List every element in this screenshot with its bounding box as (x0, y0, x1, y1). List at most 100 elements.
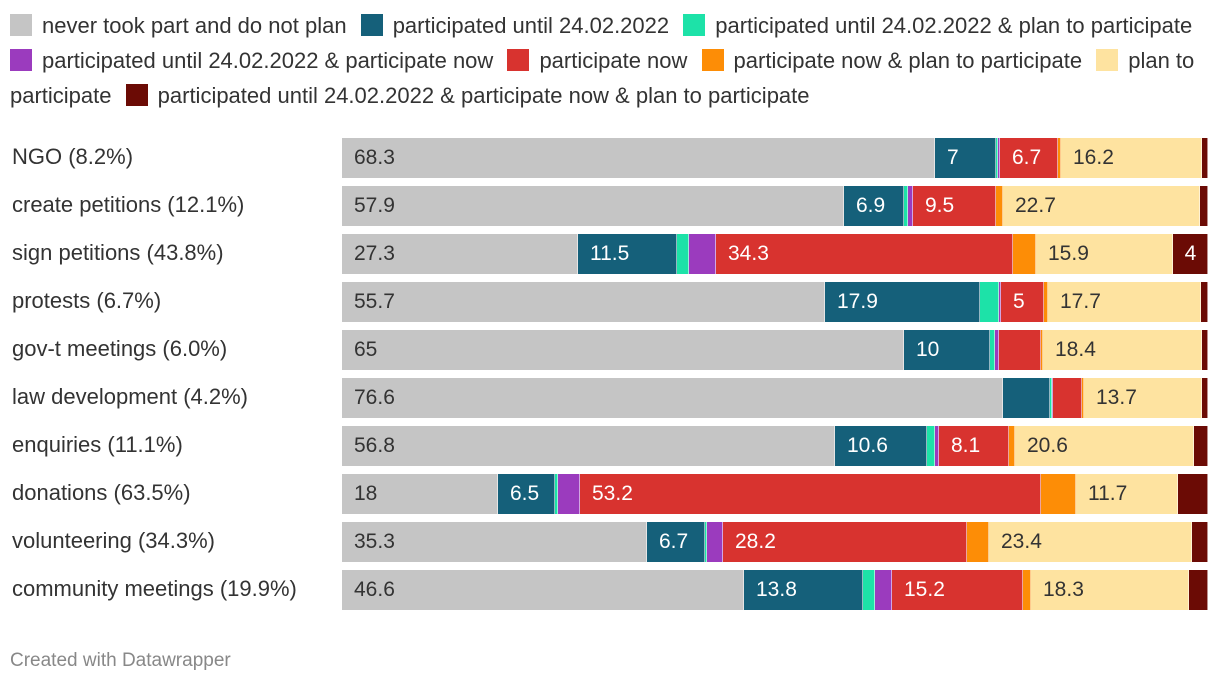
legend-label: participated until 24.02.2022 & particip… (42, 48, 494, 73)
bar-row: 55.7 17.9 5 17.7 (342, 282, 1208, 322)
bar-segment: 4 (1173, 234, 1208, 274)
bar-segment (707, 522, 723, 562)
data-label: 16.2 (1073, 146, 1114, 169)
data-label: 23.4 (1001, 530, 1042, 553)
bar-segment (705, 522, 707, 562)
bar-row: 76.6 13.7 (342, 378, 1208, 418)
bar-segment (927, 426, 935, 466)
bar-row: 65 10 18.4 (342, 330, 1208, 370)
credit-footer: Created with Datawrapper (10, 650, 231, 671)
bar-row: 57.9 6.9 9.5 22.7 (342, 186, 1208, 226)
bar-segment (677, 234, 689, 274)
legend-swatch (10, 14, 32, 36)
data-label: 6.7 (659, 530, 689, 553)
bar-segment (1052, 378, 1053, 418)
bar-segment: 11.5 (578, 234, 677, 274)
bar-segment: 18 (342, 474, 498, 514)
bar-segment (689, 234, 716, 274)
bar-segment (1050, 378, 1052, 418)
legend-item: participated until 24.02.2022 (360, 13, 669, 38)
bar-segment: 10 (904, 330, 990, 370)
data-label: 27.3 (354, 242, 395, 265)
legend-label: participate now & plan to participate (733, 48, 1083, 73)
bar-segment: 5 (1001, 282, 1044, 322)
row-label: donations (63.5%) (12, 480, 191, 505)
bar-segment (1178, 474, 1208, 514)
data-label: 18 (354, 482, 378, 505)
bar-segment: 6.9 (844, 186, 904, 226)
bar-row: 27.3 11.5 34.3 15.9 4 (342, 234, 1208, 274)
bar-segment (1013, 234, 1036, 274)
data-label: 10 (916, 338, 940, 361)
legend-label: participate now (539, 48, 688, 73)
data-label: 13.7 (1096, 386, 1137, 409)
bar-segment (998, 138, 1000, 178)
data-label: 11.5 (590, 242, 630, 265)
bar-segment (996, 138, 998, 178)
data-label: 56.8 (354, 434, 395, 457)
data-label: 55.7 (354, 290, 395, 313)
bar-segment (1200, 186, 1208, 226)
bar-segment: 7 (935, 138, 996, 178)
data-label: 13.8 (756, 578, 797, 601)
bar-segment (990, 330, 995, 370)
data-label: 46.6 (354, 578, 395, 601)
stacked-bar-chart: NGO (8.2%) 68.3 7 6.7 16.2 create petitions (… (12, 138, 1208, 610)
row-label: volunteering (34.3%) (12, 528, 216, 553)
data-label: 15.2 (904, 578, 945, 601)
bar-segment (980, 282, 999, 322)
bar-segment (967, 522, 989, 562)
legend-label: never took part and do not plan (42, 13, 347, 38)
data-label: 20.6 (1027, 434, 1068, 457)
row-label: law development (4.2%) (12, 384, 249, 409)
data-label: 65 (354, 338, 378, 361)
bar-segment: 23.4 (989, 522, 1192, 562)
row-label: community meetings (19.9%) (12, 576, 297, 601)
bar-segment: 6.7 (1000, 138, 1058, 178)
data-label: 4 (1184, 242, 1197, 265)
data-label: 15.9 (1048, 242, 1089, 265)
bar-segment: 22.7 (1003, 186, 1200, 226)
bar-segment (1053, 378, 1082, 418)
bar-segment: 76.6 (342, 378, 1003, 418)
bar-segment: 28.2 (723, 522, 967, 562)
legend-swatch (683, 14, 706, 36)
legend-item: participate now (507, 48, 687, 73)
bar-segment (1058, 138, 1061, 178)
legend-label: plan to participate (10, 48, 1195, 108)
data-label: 76.6 (354, 386, 395, 409)
row-label: NGO (8.2%) (12, 144, 134, 169)
row-label: sign petitions (43.8%) (12, 240, 224, 265)
legend-item: participated until 24.02.2022 & particip… (10, 48, 493, 73)
data-label: 35.3 (354, 530, 395, 553)
bar-segment (1082, 378, 1084, 418)
bar-segment: 17.9 (825, 282, 980, 322)
bar-segment: 46.6 (342, 570, 744, 610)
bar-segment (1189, 570, 1208, 610)
data-label: 9.5 (925, 194, 955, 217)
data-label: 53.2 (592, 482, 633, 505)
bar-segment: 6.7 (647, 522, 705, 562)
bar-segment (996, 186, 1003, 226)
legend-item: participated until 24.02.2022 & particip… (125, 83, 810, 108)
legend-swatch (125, 84, 148, 106)
legend-swatch (10, 49, 32, 71)
data-label: 34.3 (728, 242, 769, 265)
bar-segment (1041, 474, 1076, 514)
bar-segment (863, 570, 875, 610)
bar-segment: 56.8 (342, 426, 835, 466)
legend-label: participated until 24.02.2022 & plan to … (715, 13, 1193, 38)
row-label: protests (6.7%) (12, 288, 162, 313)
data-label: 17.7 (1060, 290, 1101, 313)
bar-segment (1023, 570, 1031, 610)
bar-segment: 20.6 (1015, 426, 1194, 466)
bar-segment: 8.1 (939, 426, 1009, 466)
bar-row: 18 6.5 53.2 11.7 (342, 474, 1208, 514)
bar-segment (1202, 138, 1208, 178)
bar-segment: 65 (342, 330, 904, 370)
bar-segment (1041, 330, 1043, 370)
bar-segment (999, 282, 1001, 322)
bar-segment (555, 474, 558, 514)
data-label: 28.2 (735, 530, 776, 553)
bar-segment (995, 330, 999, 370)
